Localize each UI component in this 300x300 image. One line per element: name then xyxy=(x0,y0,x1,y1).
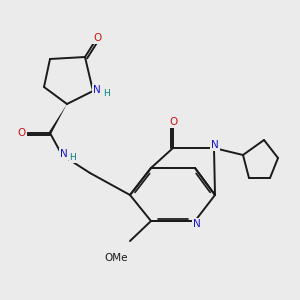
Text: H: H xyxy=(103,88,110,98)
Text: O: O xyxy=(18,128,26,138)
Text: O: O xyxy=(93,33,101,43)
Text: N: N xyxy=(211,140,219,150)
Text: N: N xyxy=(60,149,68,159)
Text: H: H xyxy=(70,152,76,161)
Text: N: N xyxy=(93,85,101,95)
Text: N: N xyxy=(193,219,201,229)
Polygon shape xyxy=(49,104,67,134)
Text: O: O xyxy=(169,117,177,127)
Text: OMe: OMe xyxy=(104,253,128,263)
